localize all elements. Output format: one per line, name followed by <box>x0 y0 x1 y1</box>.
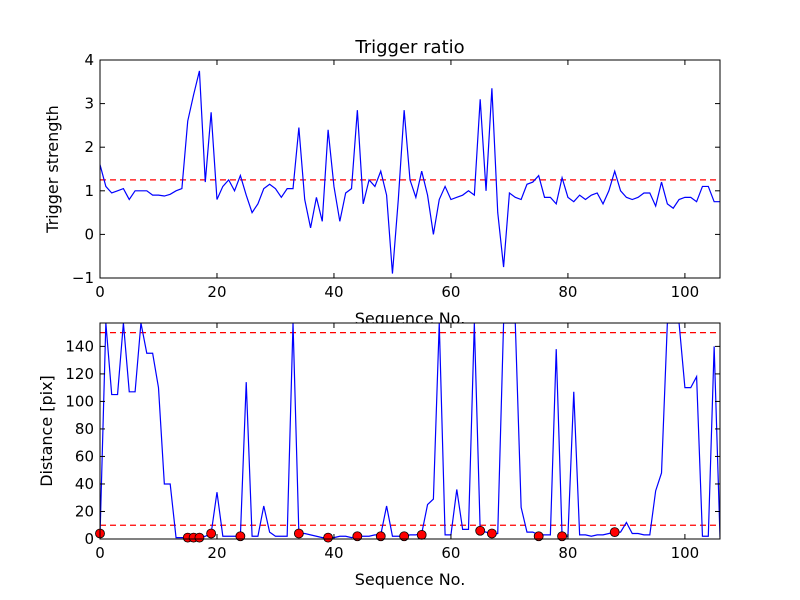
series-line <box>100 70 720 274</box>
x-tick-label: 0 <box>95 283 105 301</box>
y-axis-label: Distance [pix] <box>37 375 56 487</box>
plot-area-background <box>100 323 720 539</box>
marker-point <box>475 525 486 536</box>
plot-area-background <box>100 60 720 278</box>
y-axis-label: Trigger strength <box>43 105 62 234</box>
marker-point <box>194 532 205 543</box>
y-tick-label: 0 <box>84 225 94 243</box>
x-tick-label: 60 <box>441 283 460 301</box>
marker-point <box>235 531 246 542</box>
marker-point <box>557 531 567 542</box>
axis-ticks: 0 20 40 60 80 100 0 20 40 60 80 100 120 140 <box>65 323 720 562</box>
x-tick-label: 20 <box>207 283 226 301</box>
x-tick-label: 60 <box>441 544 460 562</box>
y-tick-label: 40 <box>75 475 94 493</box>
marker-point <box>486 528 497 539</box>
plot-frame <box>99 59 721 279</box>
x-tick-label: 20 <box>207 544 226 562</box>
threshold-lines <box>100 332 720 526</box>
x-tick-label: 80 <box>558 544 577 562</box>
marker-point <box>323 532 334 543</box>
marker-point <box>533 531 544 542</box>
plot-frame <box>99 322 721 540</box>
y-tick-label: 2 <box>84 138 94 156</box>
y-tick-label: 4 <box>84 51 94 69</box>
x-tick-label: 0 <box>95 544 105 562</box>
y-tick-label: 1 <box>84 182 94 200</box>
x-axis-label: Sequence No. <box>355 570 466 589</box>
distance-subplot: Sequence No. Distance [pix] 0 20 40 60 80 100… <box>37 322 721 589</box>
marker-point <box>609 527 620 538</box>
y-tick-label: 20 <box>75 502 94 520</box>
marker-points <box>95 525 620 543</box>
marker-point <box>399 531 410 542</box>
trigger-ratio-subplot: Trigger ratio Sequence No. Trigger stren… <box>43 37 721 328</box>
marker-point <box>375 531 386 542</box>
marker-point <box>293 528 304 539</box>
y-tick-label: 0 <box>84 530 94 548</box>
data-series <box>100 70 720 274</box>
y-tick-label: 120 <box>65 365 94 383</box>
y-tick-label: −1 <box>72 269 94 287</box>
marker-point <box>206 528 217 539</box>
y-tick-label: 60 <box>75 447 94 465</box>
chart-title: Trigger ratio <box>354 37 464 58</box>
marker-point <box>352 531 363 542</box>
x-tick-label: 100 <box>671 283 700 301</box>
y-tick-label: 80 <box>75 420 94 438</box>
y-tick-label: 3 <box>84 95 94 113</box>
y-tick-label: 140 <box>65 337 94 355</box>
y-tick-label: 100 <box>65 392 94 410</box>
x-tick-label: 40 <box>324 544 343 562</box>
x-tick-label: 80 <box>558 283 577 301</box>
x-tick-label: 100 <box>671 544 700 562</box>
x-tick-label: 40 <box>324 283 343 301</box>
marker-point <box>416 529 427 540</box>
